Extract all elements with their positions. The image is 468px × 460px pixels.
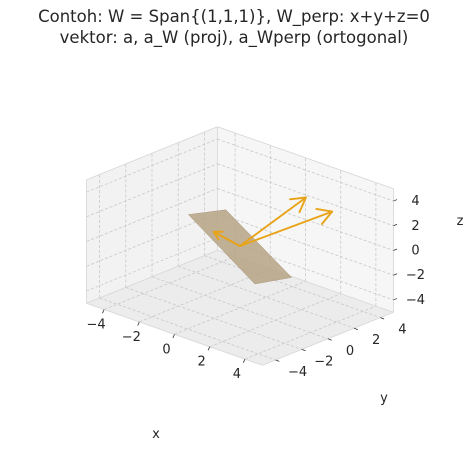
vector-shaft	[212, 230, 241, 247]
z-tick-label: 4	[411, 194, 419, 209]
vector-arrowhead	[212, 230, 220, 241]
x-tick-mark	[207, 346, 211, 351]
grid-line-y	[125, 287, 302, 350]
y-tick-label: −4	[288, 365, 307, 380]
grid-line-z	[217, 212, 394, 276]
grid-line-z	[217, 138, 394, 202]
chart-title-line-1: Contoh: W = Span{(1,1,1)}, W_perp: x+y+z…	[38, 7, 430, 26]
y-tick-label: −2	[314, 354, 333, 369]
x-tick-label: −2	[122, 330, 141, 345]
grid-line-z	[217, 163, 394, 227]
grid-line-y	[151, 276, 329, 340]
grid-line-x	[174, 280, 306, 335]
vector-2	[212, 230, 241, 247]
z-tick-mark	[393, 298, 398, 301]
y-tick-label: 2	[372, 333, 380, 348]
x-tick-mark	[137, 321, 140, 326]
z-tick-label: −2	[406, 268, 425, 283]
grid-line-y	[178, 265, 355, 329]
y-tick-mark	[380, 317, 385, 320]
x-tick-label: −4	[87, 318, 106, 333]
x-tick-mark	[242, 358, 246, 363]
vector-0	[239, 196, 307, 247]
y-tick-mark	[354, 327, 359, 330]
vector-1	[239, 208, 334, 247]
vector-arrowhead	[289, 196, 307, 201]
vector-shaft	[239, 196, 307, 247]
x-tick-label: 4	[233, 367, 241, 382]
x-tick-mark	[172, 334, 175, 339]
y-axis-label: y	[380, 391, 388, 406]
y-tick-mark	[301, 349, 306, 352]
z-axis-label: z	[457, 214, 464, 229]
x-axis-label: x	[152, 427, 160, 442]
x-tick-mark	[102, 309, 105, 314]
z-tick-label: −4	[406, 293, 425, 308]
grid-line-y	[99, 297, 276, 361]
grid-line-z	[86, 138, 218, 193]
z-tick-label: 2	[411, 219, 419, 234]
pane-edge	[217, 126, 394, 190]
grid-line-y	[204, 255, 381, 318]
x-tick-label: 0	[162, 342, 170, 357]
y-tick-mark	[327, 338, 332, 341]
z-tick-mark	[393, 273, 398, 276]
vector-layer	[212, 196, 334, 247]
z-tick-mark	[393, 223, 398, 227]
z-tick-mark	[393, 248, 398, 251]
z-tick-label: 0	[411, 244, 419, 259]
vector-arrowhead	[320, 210, 334, 225]
grid-line-z	[86, 237, 218, 292]
chart-title: Contoh: W = Span{(1,1,1)}, W_perp: x+y+z…	[0, 6, 468, 48]
grid-line-x	[103, 256, 236, 310]
grid-line-z	[86, 188, 218, 242]
x-tick-label: 2	[198, 355, 206, 370]
pane-edge	[86, 249, 218, 304]
z-tick-mark	[393, 199, 398, 202]
y-tick-label: 0	[346, 344, 354, 359]
grid-line-z	[217, 188, 394, 251]
vector-shaft	[239, 210, 334, 247]
pane-edge	[86, 126, 218, 181]
grid-line-z	[86, 163, 218, 218]
vector-arrowhead	[315, 208, 334, 213]
y-tick-label: 4	[398, 323, 406, 338]
y-tick-mark	[275, 359, 280, 362]
vector-arrowhead	[298, 196, 307, 214]
chart-title-line-2: vektor: a, a_W (proj), a_Wperp (ortogona…	[59, 28, 409, 47]
